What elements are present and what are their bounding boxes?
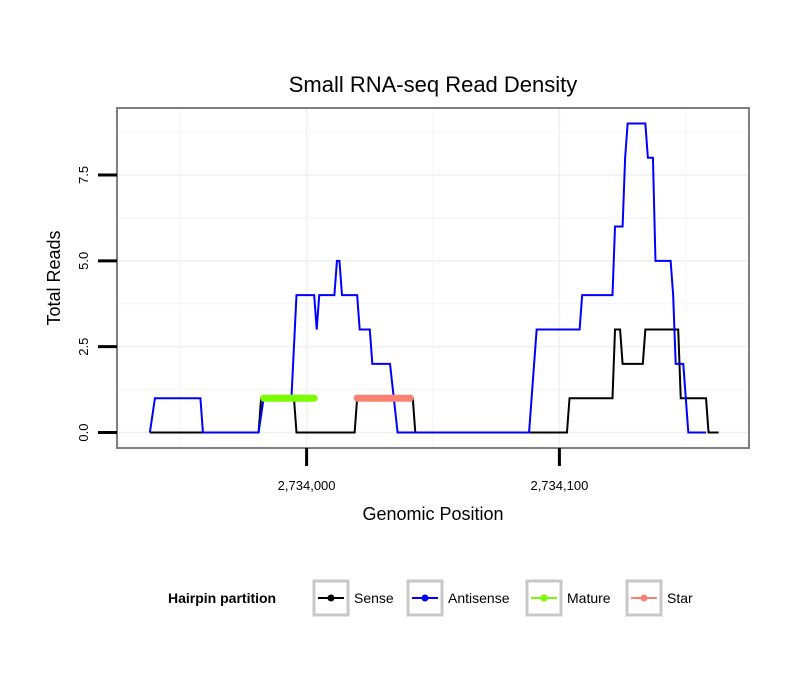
legend-item-sense: Sense <box>312 579 394 617</box>
series-layer <box>148 122 719 434</box>
legend-item-mature: Mature <box>525 579 611 617</box>
x-axis: 2,734,000 2,734,100 <box>278 448 588 493</box>
legend-title: Hairpin partition <box>168 590 276 606</box>
legend-item-star: Star <box>625 579 693 617</box>
y-tick-label: 7.5 <box>76 166 91 184</box>
legend-label: Mature <box>567 590 611 606</box>
x-axis-title: Genomic Position <box>362 504 503 524</box>
y-axis-title: Total Reads <box>44 230 64 325</box>
legend-label: Antisense <box>448 590 510 606</box>
legend-key-point <box>421 594 429 602</box>
legend-key-point <box>540 594 548 602</box>
y-axis: 0.0 2.5 5.0 7.5 <box>76 166 117 442</box>
legend-label: Star <box>667 590 693 606</box>
legend-key-point <box>327 594 335 602</box>
y-tick-label: 5.0 <box>76 252 91 270</box>
x-tick-label: 2,734,100 <box>530 478 588 493</box>
x-tick-label: 2,734,000 <box>278 478 336 493</box>
plot-panel-border <box>116 107 750 449</box>
legend-key-point <box>640 594 648 602</box>
y-tick-label: 2.5 <box>76 338 91 356</box>
grid-lines <box>117 108 749 448</box>
y-tick-label: 0.0 <box>76 424 91 442</box>
chart-title: Small RNA-seq Read Density <box>289 72 578 97</box>
legend: Hairpin partition Sense Antisense Mature St… <box>168 579 693 617</box>
series-line-antisense <box>148 122 707 434</box>
legend-label: Sense <box>354 590 394 606</box>
legend-item-antisense: Antisense <box>406 579 510 617</box>
